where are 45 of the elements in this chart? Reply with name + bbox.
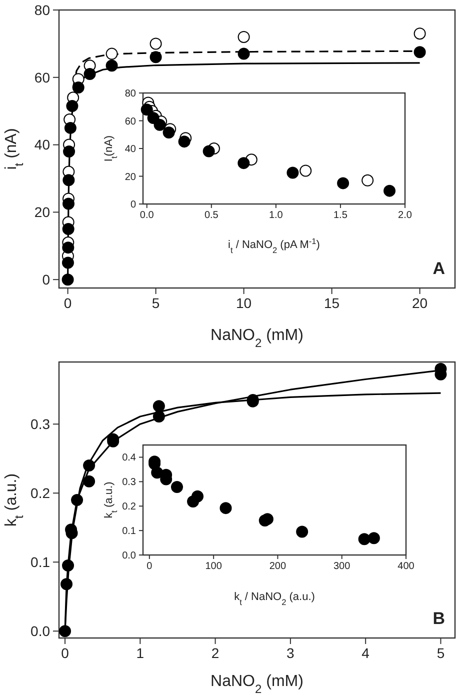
x-tick-label: 200 [269, 561, 286, 572]
y-tick-label: 0.2 [30, 485, 50, 501]
x-tick-label: 5 [436, 645, 445, 661]
y-tick-label: 0.4 [122, 452, 136, 464]
x-tick-label: 1 [136, 645, 144, 661]
x-tick-label: 400 [398, 561, 415, 572]
y-tick-label: 60 [124, 116, 136, 128]
annotation: B [432, 609, 445, 628]
x-axis-title: k$_{t}$ / NaNO$_{2}$ (a.u.) [234, 591, 315, 606]
x-tick-label: 0 [61, 645, 70, 661]
y-tick-label: 0.1 [30, 554, 50, 570]
x-tick-label: 0.5 [204, 210, 219, 221]
x-axis-title: NaNO$_{2}$ (mM) [210, 327, 304, 350]
x-tick-label: 300 [334, 561, 351, 572]
y-tick-label: 0.1 [122, 526, 136, 538]
x-tick-label: 4 [362, 645, 370, 661]
y-tick-label: 0 [42, 271, 50, 288]
y-tick-label: 40 [124, 144, 136, 155]
x-tick-label: 15 [324, 295, 340, 311]
y-tick-label: 0.3 [30, 416, 50, 432]
x-axis-title: NaNO$_{2}$ (mM) [210, 673, 304, 695]
x-tick-label: 2.0 [398, 210, 412, 221]
x-tick-label: 1.0 [268, 210, 284, 221]
y-tick-label: 0.2 [122, 502, 136, 513]
x-axis-title: i$_{t}$ / NaNO$_{2}$ (pA M$^{-1}$) [228, 236, 320, 254]
y-tick-label: 20 [124, 172, 136, 183]
x-tick-label: 20 [412, 295, 428, 311]
x-tick-label: 0.0 [140, 210, 154, 221]
annotation: A [432, 259, 445, 278]
y-tick-label: 0.0 [30, 623, 50, 639]
x-tick-label: 3 [286, 645, 295, 661]
x-tick-label: 0 [146, 561, 153, 572]
y-tick-label: 80 [124, 88, 136, 100]
y-tick-label: 60 [34, 69, 50, 86]
x-tick-label: 1.5 [334, 210, 348, 221]
x-tick-label: 2 [211, 645, 220, 661]
y-tick-label: 80 [34, 2, 50, 18]
y-tick-label: 40 [34, 136, 50, 153]
y-tick-label: 0 [130, 200, 136, 210]
y-tick-label: 0.0 [122, 550, 136, 562]
x-tick-label: 0 [64, 295, 72, 311]
x-tick-label: 5 [152, 295, 160, 311]
x-tick-label: 10 [236, 295, 252, 311]
y-tick-label: 0.3 [122, 477, 136, 488]
x-tick-label: 100 [205, 561, 222, 572]
